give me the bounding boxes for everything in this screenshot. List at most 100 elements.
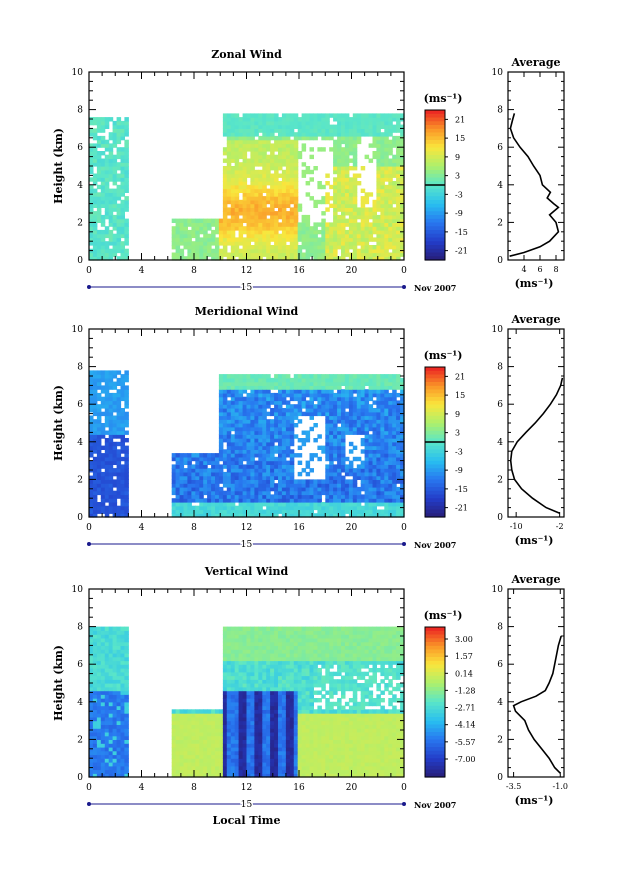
heatmap-cell xyxy=(116,245,122,250)
heatmap-cell xyxy=(112,419,118,424)
heatmap-cell xyxy=(313,392,318,398)
heatmap-cell xyxy=(96,411,102,417)
heatmap-cell xyxy=(262,151,267,156)
heatmap-cell xyxy=(104,411,110,417)
heatmap-cell xyxy=(380,177,385,182)
heatmap-cell xyxy=(195,494,200,499)
heatmap-cell xyxy=(293,241,299,246)
heatmap-cell xyxy=(396,423,401,428)
heatmap-cell xyxy=(124,438,129,443)
heatmap-cell xyxy=(278,475,283,480)
heatmap-cell xyxy=(120,229,125,235)
heatmap-cell xyxy=(364,498,370,503)
heatmap-cell xyxy=(238,218,244,223)
heatmap-cell xyxy=(341,468,346,473)
colorbar-band xyxy=(425,245,445,250)
heatmap-cell xyxy=(285,423,291,428)
heatmap-cell xyxy=(242,471,248,477)
heatmap-cell xyxy=(400,181,405,186)
heatmap-cell xyxy=(289,143,295,148)
heatmap-cell xyxy=(278,404,283,409)
heatmap-cell xyxy=(274,415,279,420)
heatmap-cell xyxy=(100,169,106,175)
heatmap-cell xyxy=(92,762,98,767)
heatmap-cell xyxy=(364,113,370,118)
heatmap-cell xyxy=(199,252,204,257)
heatmap-cell xyxy=(120,203,125,208)
heatmap-cell xyxy=(400,169,405,175)
heatmap-cell xyxy=(364,453,370,458)
average-y-tick-label: 2 xyxy=(497,218,503,228)
heatmap-cell xyxy=(313,245,318,250)
heatmap-cell xyxy=(344,196,350,201)
heatmap-cell xyxy=(222,483,228,488)
heatmap-cell xyxy=(187,762,192,767)
heatmap-cell xyxy=(396,162,401,167)
heatmap-cell xyxy=(341,479,346,484)
heatmap-cell xyxy=(96,392,102,398)
heatmap-cell xyxy=(274,430,279,435)
heatmap-cell xyxy=(396,199,401,205)
average-x-tick-label: 6 xyxy=(537,265,542,274)
average-y-tick-label: 4 xyxy=(497,181,503,191)
heatmap-cell xyxy=(218,502,224,507)
heatmap-cell xyxy=(222,426,228,432)
heatmap-cell xyxy=(258,218,263,223)
heatmap-cell xyxy=(124,630,129,635)
heatmap-cell xyxy=(246,392,251,398)
heatmap-cell xyxy=(89,438,94,443)
heatmap-cell xyxy=(104,374,110,379)
heatmap-cell xyxy=(325,237,330,242)
heatmap-cell xyxy=(215,464,220,469)
heatmap-cell xyxy=(254,218,259,223)
heatmap-cell xyxy=(124,400,129,405)
heatmap-cell xyxy=(89,475,94,480)
heatmap-cell xyxy=(266,128,271,133)
heatmap-cell xyxy=(183,750,188,756)
heatmap-cell xyxy=(250,245,255,250)
heatmap-cell xyxy=(100,652,106,658)
heatmap-cell xyxy=(238,226,244,231)
heatmap-cell xyxy=(226,513,232,518)
heatmap-cell xyxy=(96,634,102,639)
heatmap-cell xyxy=(89,252,94,257)
heatmap-cell xyxy=(92,698,98,703)
heatmap-cell xyxy=(124,475,129,480)
heatmap-cell xyxy=(293,169,299,175)
colorbar-band xyxy=(425,143,445,149)
heatmap-cell xyxy=(285,426,291,432)
heatmap-cell xyxy=(250,438,255,443)
heatmap-cell xyxy=(305,181,311,186)
heatmap-cell xyxy=(333,177,338,182)
heatmap-cell xyxy=(187,502,192,507)
heatmap-cell xyxy=(120,626,125,631)
heatmap-cell xyxy=(321,135,326,141)
heatmap-cell xyxy=(96,735,102,740)
heatmap-cell xyxy=(175,509,181,514)
heatmap-cell xyxy=(215,256,220,261)
heatmap-cell xyxy=(108,188,114,193)
heatmap-cell xyxy=(211,486,216,492)
heatmap-cell xyxy=(195,490,200,496)
heatmap-cell xyxy=(116,415,122,420)
heatmap-cell xyxy=(89,396,94,402)
heatmap-cell xyxy=(297,513,303,518)
heatmap-cell xyxy=(348,120,354,126)
heatmap-cell xyxy=(100,634,106,639)
heatmap-cell xyxy=(341,154,346,160)
heatmap-cell xyxy=(92,177,98,182)
heatmap-cell xyxy=(120,468,125,473)
colorbar-band xyxy=(425,389,445,394)
heatmap-cell xyxy=(195,498,200,503)
heatmap-cell xyxy=(116,739,122,744)
heatmap-cell xyxy=(392,218,397,223)
heatmap-cell xyxy=(333,211,338,216)
heatmap-cell xyxy=(246,423,251,428)
heatmap-cell xyxy=(376,377,381,383)
heatmap-cell xyxy=(293,411,299,417)
heatmap-cell xyxy=(278,456,283,462)
heatmap-cell xyxy=(112,652,118,658)
heatmap-cell xyxy=(254,404,259,409)
heatmap-cell xyxy=(384,408,389,413)
heatmap-cell xyxy=(246,483,251,488)
